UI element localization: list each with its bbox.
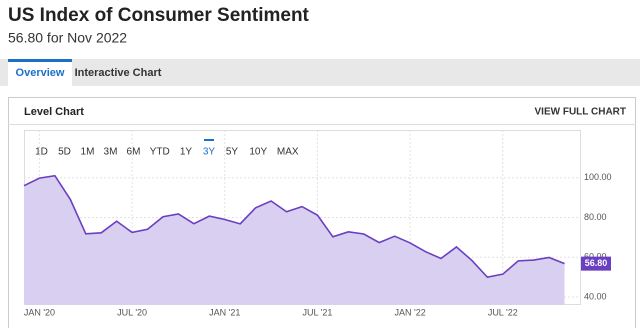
y-tick-label: 100.00 [584, 172, 612, 182]
x-tick-label: JUL '21 [302, 307, 332, 317]
range-button[interactable]: 3M [104, 147, 118, 158]
area [24, 175, 565, 305]
tab-bar [0, 59, 640, 86]
tab[interactable]: Overview [16, 67, 65, 79]
range-button[interactable]: 1M [81, 147, 95, 158]
x-tick-label: JAN '21 [209, 307, 240, 317]
x-tick-label: JUL '20 [117, 307, 147, 317]
view-full-chart[interactable]: VIEW FULL CHART [535, 107, 626, 118]
tab-active-bg [8, 59, 72, 86]
range-button[interactable]: 3Y [203, 147, 216, 158]
range-button[interactable]: YTD [150, 147, 170, 158]
tab-indicator [8, 59, 72, 62]
range-button[interactable]: 1D [35, 147, 48, 158]
value-badge [581, 256, 611, 271]
page-title: US Index of Consumer Sentiment [8, 5, 310, 26]
line [23, 174, 565, 279]
range-button[interactable]: 1Y [180, 147, 193, 158]
x-tick-label: JUL '22 [488, 307, 518, 317]
x-tick-label: JAN '20 [24, 307, 55, 317]
range-indicator [204, 139, 214, 141]
value-label: 56.80 [585, 258, 608, 268]
range-button[interactable]: 5Y [226, 147, 239, 158]
range-button[interactable]: 5D [58, 147, 71, 158]
x-tick-label: JAN '22 [394, 307, 425, 317]
tab[interactable]: Interactive Chart [75, 67, 162, 79]
card-title: Level Chart [24, 106, 84, 118]
y-tick-label: 80.00 [584, 212, 607, 222]
y-tick-label: 40.00 [584, 291, 607, 301]
range-button[interactable]: MAX [277, 147, 299, 158]
page-subtitle: 56.80 for Nov 2022 [8, 30, 127, 46]
range-button[interactable]: 10Y [249, 147, 267, 158]
range-button[interactable]: 6M [127, 147, 141, 158]
